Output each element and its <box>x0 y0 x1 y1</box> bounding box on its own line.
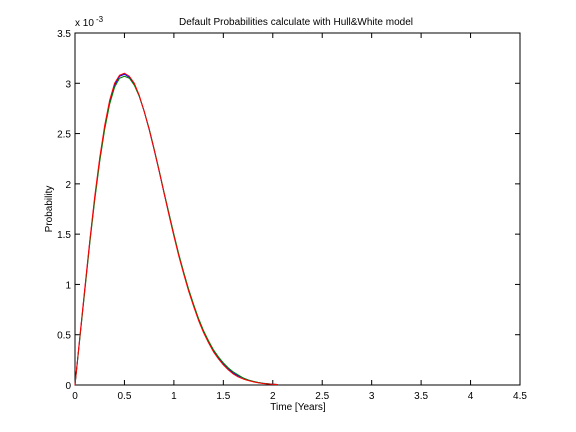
y-tick-label: 2.5 <box>57 130 71 141</box>
y-tick-label: 3.5 <box>57 29 71 40</box>
x-tick-label: 1.5 <box>216 391 230 402</box>
y-tick-label: 3 <box>65 79 71 90</box>
y-tick-label: 0 <box>65 381 71 392</box>
x-tick-label: 0 <box>72 391 78 402</box>
x-tick-label: 3 <box>369 391 375 402</box>
y-axis-ticks: 0 0.5 1 1.5 2 2.5 3 3.5 <box>57 29 520 392</box>
y-tick-label: 1 <box>65 280 71 291</box>
x-tick-label: 1 <box>171 391 177 402</box>
x-tick-label: 4.5 <box>513 391 527 402</box>
x-tick-label: 4 <box>468 391 474 402</box>
x-tick-label: 2 <box>270 391 276 402</box>
x-tick-label: 3.5 <box>414 391 428 402</box>
y-axis-label: Probability <box>44 186 55 233</box>
y-exponent-base: x 10 <box>75 18 94 29</box>
y-tick-label: 2 <box>65 180 71 191</box>
y-tick-label: 0.5 <box>57 331 71 342</box>
chart-title: Default Probabilities calculate with Hul… <box>179 17 413 28</box>
x-tick-label: 2.5 <box>315 391 329 402</box>
axes-box <box>74 32 521 386</box>
y-exponent-power: -3 <box>96 15 104 24</box>
series-group <box>74 72 278 386</box>
series-line-3 <box>74 72 278 386</box>
y-tick-label: 1.5 <box>57 230 71 241</box>
x-tick-label: 0.5 <box>117 391 131 402</box>
x-axis-label: Time [Years] <box>270 402 326 413</box>
